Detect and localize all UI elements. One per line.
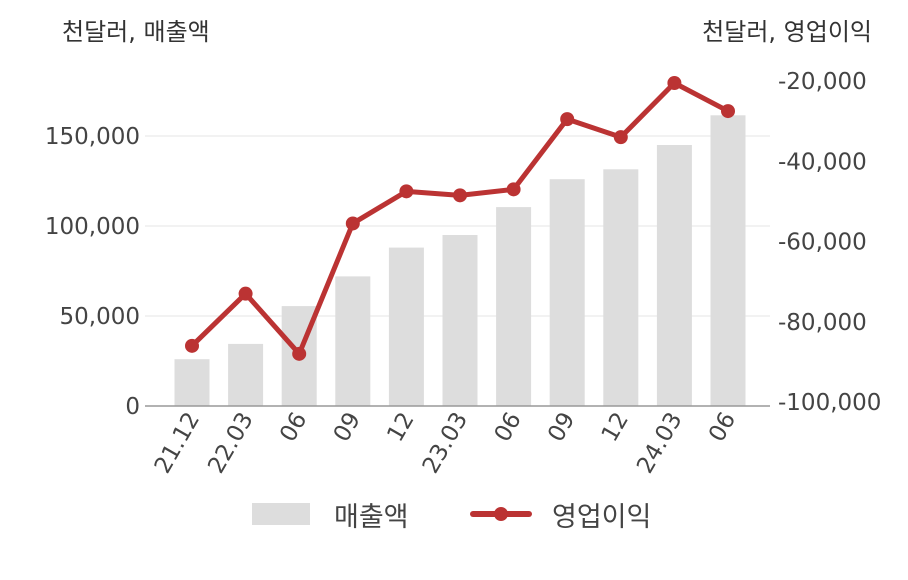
point-6 <box>506 182 521 197</box>
line-series-operating-profit <box>185 76 735 361</box>
right-tick-label: -60,000 <box>778 230 867 256</box>
legend-item-revenue: 매출액 <box>252 492 409 536</box>
right-tick-label: -40,000 <box>778 149 867 175</box>
x-tick-label: 06 <box>490 408 527 446</box>
x-tick-label: 06 <box>275 408 312 446</box>
point-0 <box>185 338 199 353</box>
left-tick-label: 0 <box>125 394 140 420</box>
right-tick-label: -80,000 <box>778 310 867 336</box>
right-axis-ticks: -100,000 -80,000 -60,000 -40,000 -20,000 <box>778 69 881 416</box>
point-3 <box>345 216 360 231</box>
x-tick-label: 12 <box>597 408 634 446</box>
bar-3 <box>335 276 371 406</box>
left-axis-unit-label: 천달러, 매출액 <box>62 18 210 46</box>
bar-4 <box>388 247 424 406</box>
point-2 <box>292 346 307 361</box>
right-tick-label: -20,000 <box>778 69 867 95</box>
left-tick-label: 150,000 <box>45 124 140 150</box>
legend-label-operating-profit: 영업이익 <box>552 501 652 533</box>
left-tick-label: 100,000 <box>45 214 140 240</box>
point-8 <box>613 130 628 145</box>
right-tick-label: -100,000 <box>778 390 881 416</box>
bar-10 <box>710 115 746 407</box>
x-tick-label: 09 <box>543 408 580 446</box>
point-1 <box>238 286 253 301</box>
bar-series-revenue <box>174 115 746 407</box>
bar-9 <box>656 145 692 406</box>
right-axis-unit-label: 천달러, 영업이익 <box>702 18 872 46</box>
x-tick-label: 23.03 <box>418 408 473 478</box>
x-tick-label: 24.03 <box>632 408 687 478</box>
point-5 <box>453 188 467 203</box>
left-axis-ticks: 0 50,000 100,000 150,000 <box>45 124 140 420</box>
x-tick-label: 12 <box>382 408 419 446</box>
legend-line-swatch <box>470 503 532 525</box>
x-tick-label: 09 <box>329 408 366 446</box>
legend: 매출액 영업이익 <box>0 492 908 536</box>
point-9 <box>667 76 682 91</box>
bar-1 <box>228 343 264 406</box>
bar-0 <box>174 359 210 406</box>
point-7 <box>560 112 575 127</box>
bar-6 <box>496 207 532 406</box>
legend-label-revenue: 매출액 <box>334 501 409 533</box>
x-tick-label: 21.12 <box>150 408 205 478</box>
point-10 <box>721 104 735 119</box>
point-4 <box>399 184 414 199</box>
x-tick-label: 22.03 <box>203 408 258 478</box>
left-tick-label: 50,000 <box>60 304 140 330</box>
bar-7 <box>549 179 585 406</box>
legend-item-operating-profit: 영업이익 <box>470 492 651 536</box>
legend-bar-swatch <box>252 503 310 525</box>
bar-5 <box>442 235 478 406</box>
x-tick-label: 06 <box>704 408 741 446</box>
bar-8 <box>603 169 639 406</box>
